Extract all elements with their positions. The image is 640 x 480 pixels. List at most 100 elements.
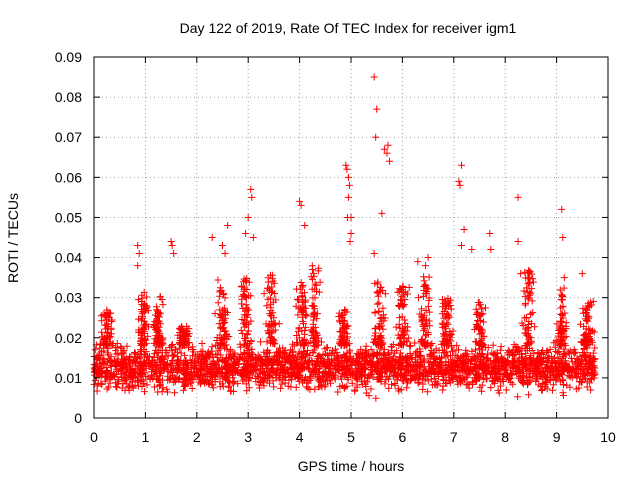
- data-point: [315, 374, 323, 382]
- data-point: [406, 342, 414, 350]
- data-point: [334, 388, 342, 396]
- data-point: [398, 341, 406, 349]
- data-point: [311, 329, 319, 337]
- data-point: [257, 362, 265, 370]
- data-point: [215, 320, 223, 328]
- data-point: [308, 275, 316, 283]
- data-point: [164, 352, 172, 360]
- data-point: [276, 344, 284, 352]
- data-point: [524, 379, 532, 387]
- data-point: [513, 345, 521, 353]
- data-point: [130, 350, 138, 358]
- data-point: [372, 394, 380, 402]
- data-point: [373, 105, 381, 113]
- data-point: [135, 250, 143, 258]
- data-point: [439, 323, 447, 331]
- data-point: [420, 363, 428, 371]
- data-point: [356, 350, 364, 358]
- data-point: [376, 288, 384, 296]
- data-point: [425, 294, 433, 302]
- y-tick-label: 0.04: [55, 250, 82, 266]
- data-point: [562, 351, 570, 359]
- data-point: [542, 364, 550, 372]
- data-point: [240, 359, 248, 367]
- data-point: [393, 347, 401, 355]
- data-point: [103, 333, 111, 341]
- data-point: [570, 346, 578, 354]
- data-point: [375, 299, 383, 307]
- data-point: [585, 325, 593, 333]
- data-point: [321, 345, 329, 353]
- data-point: [500, 359, 508, 367]
- data-point: [588, 370, 596, 378]
- data-point: [464, 367, 472, 375]
- data-point: [502, 386, 510, 394]
- data-point: [378, 209, 386, 217]
- data-point: [559, 392, 567, 400]
- data-point: [367, 366, 375, 374]
- data-point: [448, 347, 456, 355]
- data-point: [355, 364, 363, 372]
- data-point: [440, 314, 448, 322]
- data-point: [343, 333, 351, 341]
- data-point: [115, 377, 123, 385]
- data-point: [118, 355, 126, 363]
- data-point: [143, 352, 151, 360]
- data-point: [102, 363, 110, 371]
- data-point: [394, 331, 402, 339]
- data-point: [473, 375, 481, 383]
- data-point: [399, 301, 407, 309]
- data-point: [152, 346, 160, 354]
- data-point: [580, 352, 588, 360]
- x-tick-label: 8: [501, 429, 509, 445]
- data-point: [431, 370, 439, 378]
- data-point: [121, 386, 129, 394]
- data-point: [165, 376, 173, 384]
- data-point: [303, 351, 311, 359]
- x-tick-label: 1: [142, 429, 150, 445]
- data-point: [489, 341, 497, 349]
- data-point: [222, 369, 230, 377]
- data-point: [137, 337, 145, 345]
- data-point: [525, 378, 533, 386]
- data-point: [524, 269, 532, 277]
- data-point: [312, 281, 320, 289]
- data-point: [540, 371, 548, 379]
- data-point: [407, 354, 415, 362]
- data-point: [477, 363, 485, 371]
- data-point: [243, 339, 251, 347]
- data-point: [484, 344, 492, 352]
- data-point: [240, 375, 248, 383]
- data-point: [301, 330, 309, 338]
- data-point: [134, 262, 142, 270]
- data-point: [306, 351, 314, 359]
- data-point: [526, 367, 534, 375]
- data-point: [503, 374, 511, 382]
- data-point: [182, 331, 190, 339]
- data-point: [406, 349, 414, 357]
- data-point: [239, 369, 247, 377]
- data-point: [146, 361, 154, 369]
- data-point: [468, 358, 476, 366]
- data-point: [102, 341, 110, 349]
- data-point: [300, 340, 308, 348]
- data-point: [163, 348, 171, 356]
- data-point: [346, 238, 354, 246]
- data-point: [243, 286, 251, 294]
- data-point: [548, 364, 556, 372]
- data-point: [425, 273, 433, 281]
- data-point: [190, 348, 198, 356]
- data-point: [181, 382, 189, 390]
- data-point: [249, 234, 257, 241]
- data-point: [383, 372, 391, 380]
- data-point: [167, 364, 175, 372]
- data-point: [525, 335, 533, 343]
- data-point: [159, 358, 167, 366]
- data-point: [529, 309, 537, 317]
- data-point: [456, 181, 464, 189]
- data-point: [426, 352, 434, 360]
- data-point: [559, 377, 567, 385]
- data-point: [506, 348, 514, 356]
- data-point: [252, 375, 260, 383]
- data-point: [577, 320, 585, 328]
